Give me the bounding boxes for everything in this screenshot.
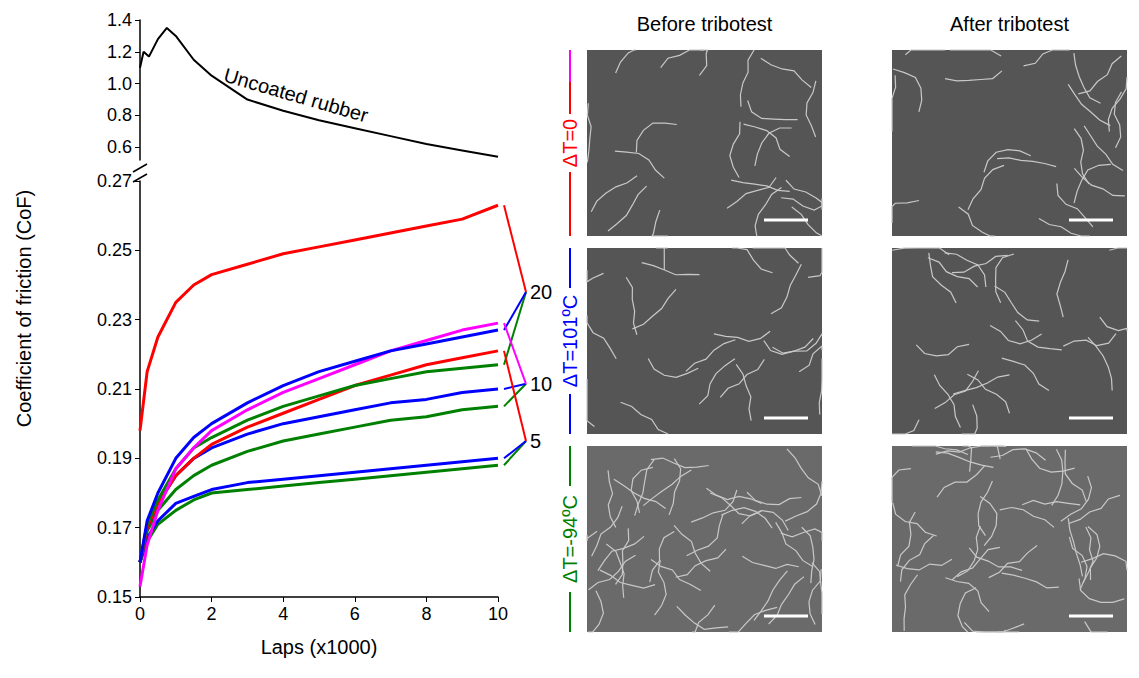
svg-text:Laps (x1000): Laps (x1000) (261, 636, 378, 658)
svg-text:Before tribotest: Before tribotest (637, 13, 773, 35)
svg-text:10: 10 (488, 604, 508, 624)
svg-text:0.19: 0.19 (97, 448, 132, 468)
svg-text:20: 20 (530, 281, 552, 303)
svg-text:2: 2 (207, 604, 217, 624)
svg-text:8: 8 (421, 604, 431, 624)
svg-text:4: 4 (278, 604, 288, 624)
svg-text:0.8: 0.8 (107, 105, 132, 125)
svg-text:0.23: 0.23 (97, 310, 132, 330)
svg-text:0.21: 0.21 (97, 379, 132, 399)
svg-text:0.25: 0.25 (97, 240, 132, 260)
svg-text:0.17: 0.17 (97, 518, 132, 538)
svg-text:0.27: 0.27 (97, 171, 132, 191)
svg-text:ΔT=-94ºC: ΔT=-94ºC (559, 495, 581, 583)
svg-text:10: 10 (530, 373, 552, 395)
svg-text:5: 5 (530, 430, 541, 452)
svg-text:Uncoated rubber: Uncoated rubber (221, 64, 371, 127)
svg-text:1.0: 1.0 (107, 74, 132, 94)
svg-text:ΔT=0: ΔT=0 (559, 119, 581, 167)
svg-text:ΔT=101ºC: ΔT=101ºC (559, 295, 581, 387)
svg-text:0.15: 0.15 (97, 587, 132, 607)
svg-text:0: 0 (135, 604, 145, 624)
svg-text:0.6: 0.6 (107, 137, 132, 157)
svg-text:1.4: 1.4 (107, 10, 132, 30)
svg-text:1.2: 1.2 (107, 42, 132, 62)
svg-text:6: 6 (350, 604, 360, 624)
svg-text:After tribotest: After tribotest (950, 13, 1069, 35)
svg-text:Coefficient of friction (CoF): Coefficient of friction (CoF) (13, 190, 35, 428)
